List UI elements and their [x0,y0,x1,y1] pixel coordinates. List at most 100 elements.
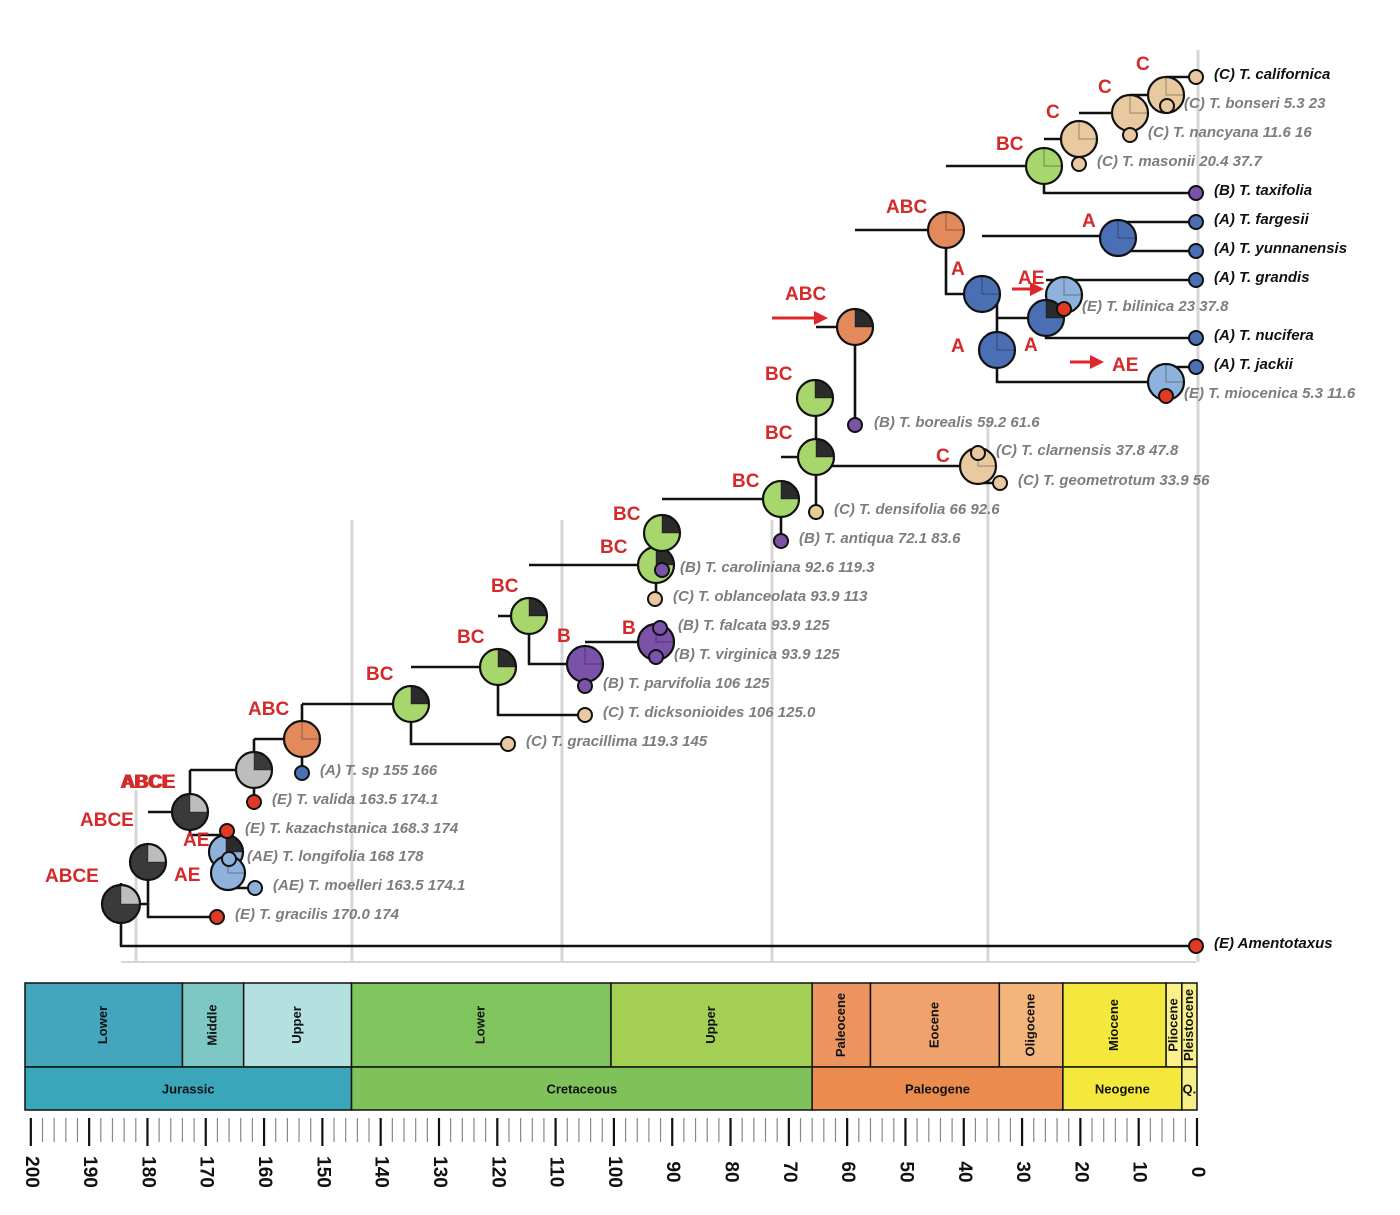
tip-label-masonii: (C) T. masonii 20.4 37.7 [1097,153,1262,170]
tick-label: 10 [1129,1161,1150,1182]
red-arrow [772,311,828,325]
pie-second-slice [190,794,208,812]
node-pie-n_bc7 [796,437,836,477]
pie-main-slice [1148,364,1184,400]
epoch-label: Pleistocene [1181,989,1196,1061]
tip-dot-antiqua [773,533,789,549]
pie-outline [1026,298,1066,338]
epoch-label: Oligocene [1023,994,1038,1057]
pie-outline [642,513,682,553]
pie-divider [120,885,140,905]
tip-label-falcata: (B) T. falcata 93.9 125 [678,617,830,634]
epoch-label: Paleocene [833,993,848,1057]
node-area-label: BC [600,537,628,558]
tip-label-oblanceolata: (C) T. oblanceolata 93.9 113 [673,588,868,605]
tick-label: 190 [79,1156,100,1188]
epoch-cell [181,982,245,1068]
period-label: Cretaceous [546,1082,617,1097]
node-pie-n_c2 [1110,93,1150,133]
node-area-label: BC [765,364,793,385]
tick-label: 30 [1012,1161,1033,1182]
tip-dot-yunnanensis [1188,243,1204,259]
tick-label: 70 [779,1161,800,1182]
tip-label-clarnensis: (C) T. clarnensis 37.8 47.8 [996,442,1179,459]
node-pie-n_bc1 [391,684,431,724]
pie-outline [391,684,431,724]
tip-dot-californica [1188,69,1204,85]
tick-label: 120 [487,1156,508,1188]
pie-main-slice [284,721,320,757]
tip-dot-valida [246,794,262,810]
tip-label-californica: (C) T. californica [1214,66,1330,83]
node-area-label: BC [765,423,793,444]
epoch-label: Upper [289,1006,304,1044]
period-cell [811,1066,1064,1111]
epoch-label: Upper [703,1006,718,1044]
tip-dot-parvifolia [577,678,593,694]
arrow-head [1030,282,1044,296]
tip-label-bonseri: (C) T. bonseri 5.3 23 [1184,95,1326,112]
pie-main-slice [964,276,1000,312]
period-cell [350,1066,813,1111]
tip-label-antiqua: (B) T. antiqua 72.1 83.6 [799,530,961,547]
tick-label: 130 [429,1156,450,1188]
tip-label-virginica: (B) T. virginica 93.9 125 [674,646,840,663]
epoch-cell [1062,982,1167,1068]
tip-dot-geometrotum [992,475,1008,491]
tick-label: 180 [137,1156,158,1188]
tree-branch [411,665,585,717]
tip-dot-masonii [1071,156,1087,172]
tip-dot-kazachstanica [219,823,235,839]
pie-outline [835,307,875,347]
node-area-label: ABCE [80,810,134,831]
pie-second-slice [148,844,166,862]
pie-second-slice [816,439,834,457]
tip-dot-nancyana [1122,127,1138,143]
node-area-label: AE [174,865,200,886]
node-area-label: C [936,446,950,467]
tip-dot-falcata [652,620,668,636]
tip-label-sp: (A) T. sp 155 166 [320,762,438,779]
node-area-label: AE [1112,355,1138,376]
pie-main-slice [1112,95,1148,131]
red-arrow [1012,282,1044,296]
node-area-label: BC [457,627,485,648]
pie-outline [1098,218,1138,258]
epoch-label: Lower [95,1006,110,1044]
tip-label-bilinica: (E) T. bilinica 23 37.8 [1082,298,1229,315]
tick-label: 200 [21,1156,42,1188]
node-pie-n_bc3 [509,596,549,636]
node-pie-n_abce4 [234,750,274,790]
period-label: Neogene [1095,1082,1150,1097]
pie-main-slice [1061,121,1097,157]
node-pie-n_bc9 [1024,146,1064,186]
pie-main-slice [1100,220,1136,256]
pie-divider [815,439,834,458]
tip-label-nucifera: (A) T. nucifera [1214,327,1314,344]
pie-second-slice [498,649,516,667]
epoch-cell [242,982,353,1068]
pie-main-slice [567,646,603,682]
tip-dot-taxifolia [1188,185,1204,201]
pie-divider [1063,277,1082,296]
period-label: Q. [1183,1082,1197,1097]
pie-divider [301,721,320,740]
node-pie-n_c1 [1059,119,1099,159]
tip-dot-gracillima [500,736,516,752]
tip-dot-miocenica [1158,388,1174,404]
epoch-label: Lower [473,1006,488,1044]
epoch-label: Miocene [1106,999,1121,1051]
pie-outline [478,647,518,687]
tip-dot-jackii [1188,359,1204,375]
tip-dot-borealis [847,417,863,433]
pie-outline [1024,146,1064,186]
pie-second-slice [815,380,833,398]
tree-branches [119,75,1196,948]
time-gridlines [121,50,1200,963]
pie-divider [584,646,603,665]
tip-dot-sp [294,765,310,781]
node-area-label: C [1046,102,1060,123]
node-area-label: B [557,626,571,647]
